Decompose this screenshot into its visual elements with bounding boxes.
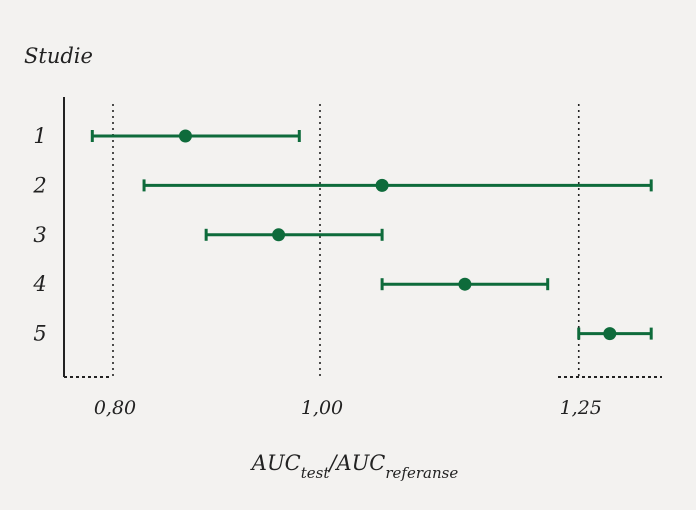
x-axis-label-main-a: AUC [250, 451, 301, 475]
reference-lines [112, 104, 580, 377]
x-axis-label-sep: / [327, 451, 338, 475]
x-tick-labels: 0,80 1,00 1,25 [94, 397, 602, 419]
point-estimate [178, 129, 192, 143]
study-rows: 1 2 3 4 5 [32, 124, 653, 346]
x-tick-label: 1,25 [560, 397, 602, 419]
x-tick-label: 1,00 [301, 397, 343, 419]
x-tick-label: 0,80 [94, 397, 136, 419]
study-label: 1 [33, 124, 46, 148]
study-label: 3 [33, 223, 46, 247]
point-estimate [603, 327, 617, 341]
study-row: 3 [33, 223, 384, 247]
x-axis-label: AUCtest/AUCreferanse [250, 451, 459, 482]
study-label: 4 [32, 272, 46, 296]
point-estimate [458, 277, 472, 291]
point-estimate [272, 228, 286, 242]
study-label: 5 [33, 322, 46, 346]
study-label: 2 [32, 173, 46, 197]
study-row: 2 [32, 173, 653, 197]
point-estimate [375, 178, 389, 192]
x-axis-label-sub-a: test [301, 464, 331, 482]
x-axis-label-sub-b: referanse [385, 464, 458, 482]
x-axis-label-main-b: AUC [334, 451, 385, 475]
study-row: 1 [33, 124, 301, 148]
study-row: 5 [33, 322, 653, 346]
chart-title: Studie [24, 44, 93, 68]
study-row: 4 [32, 272, 550, 296]
